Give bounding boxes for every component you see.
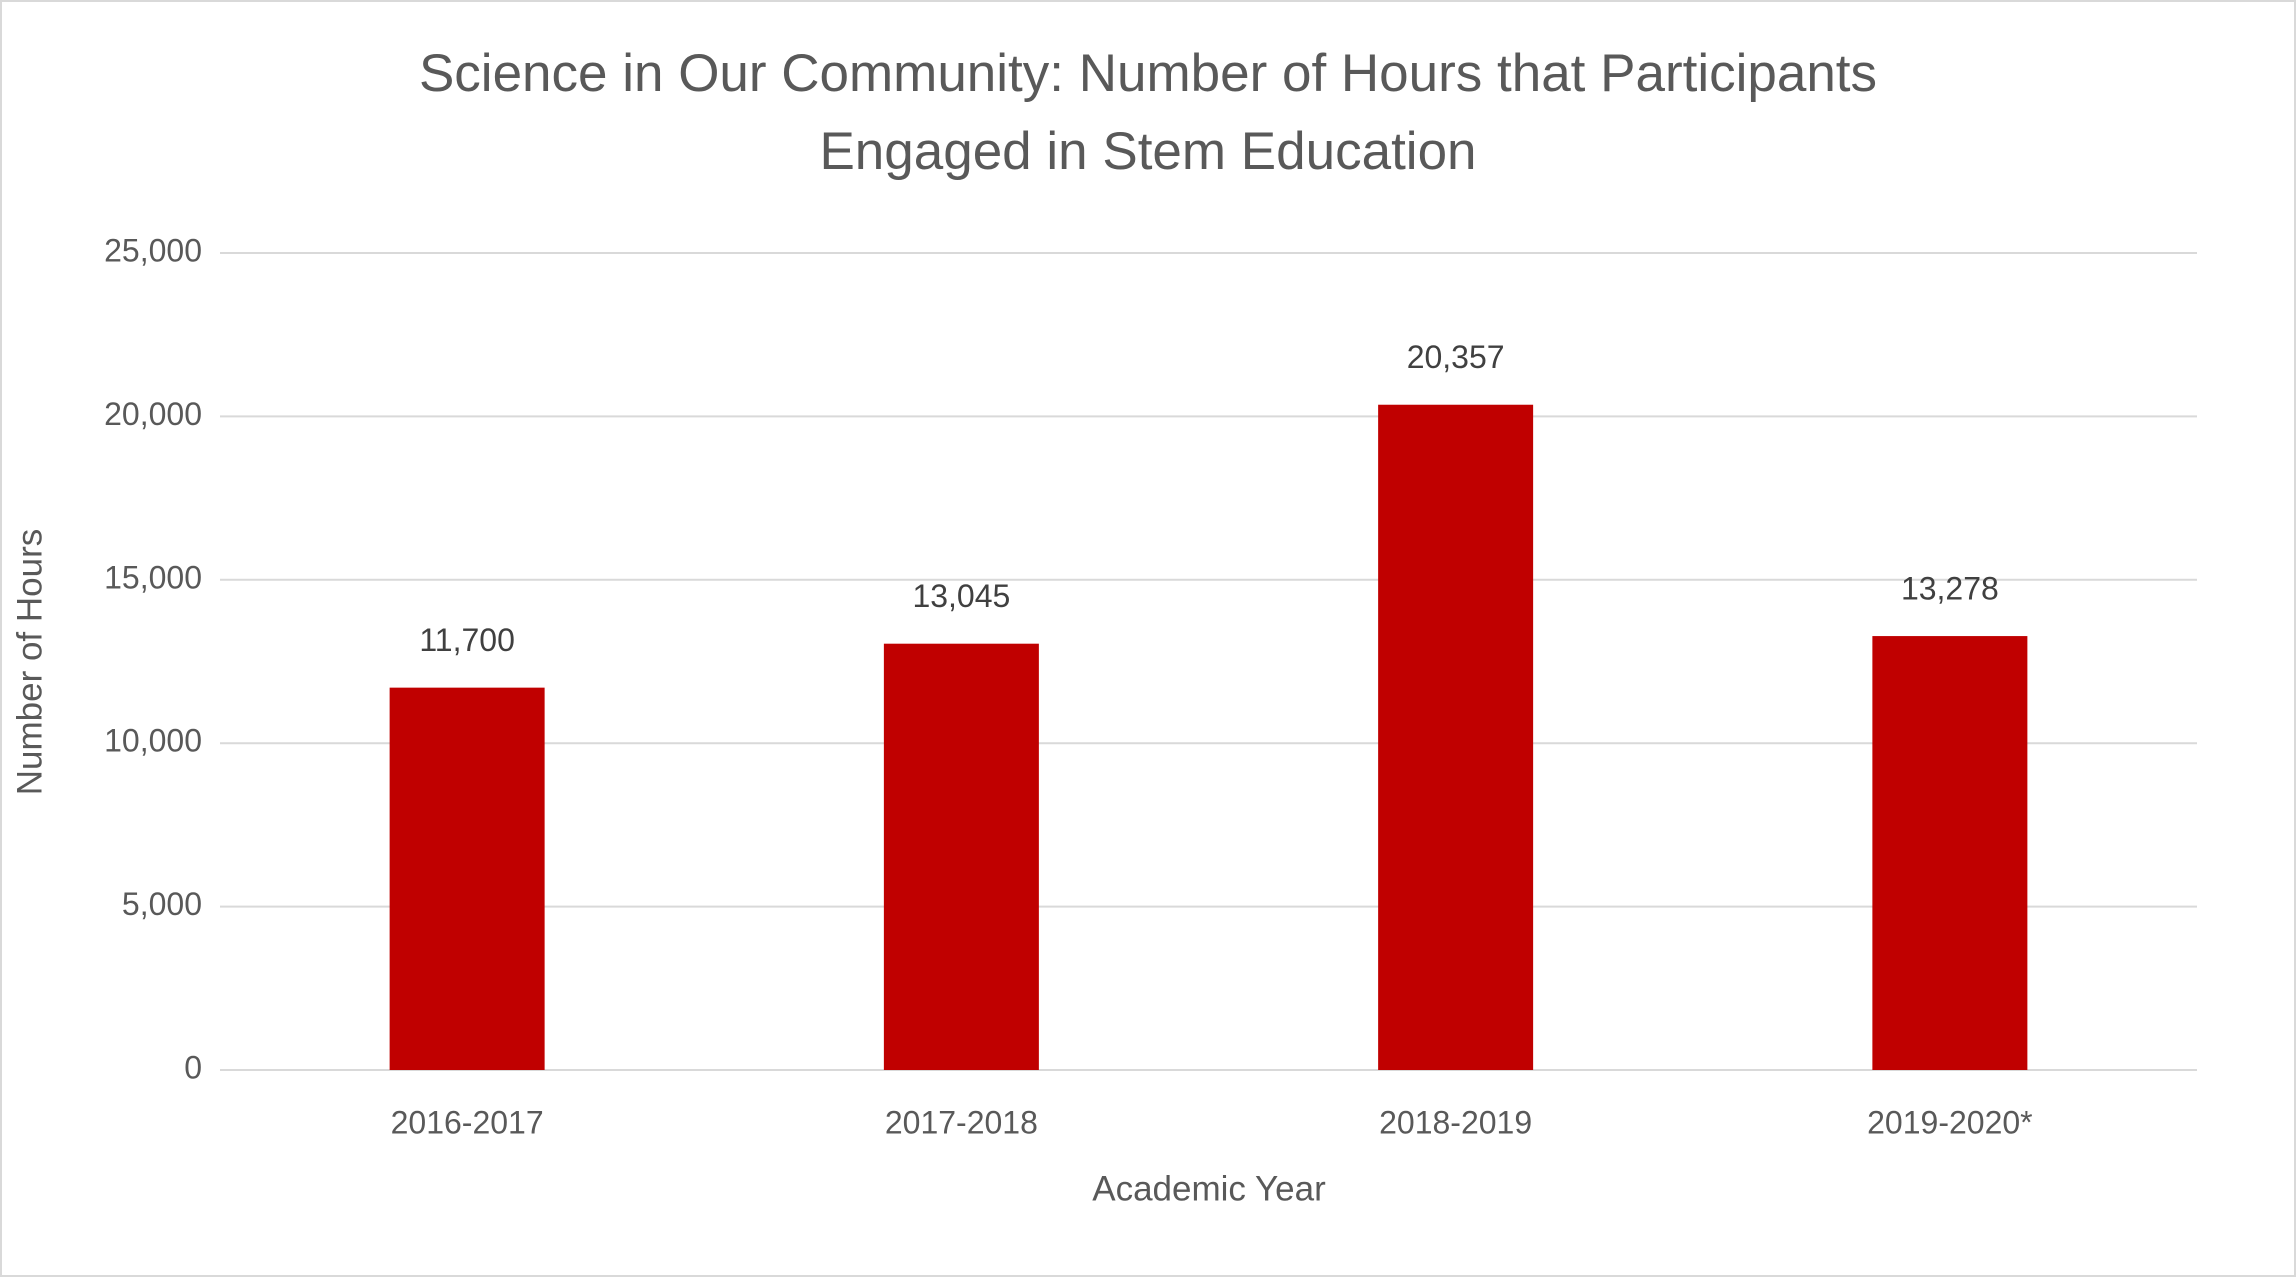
x-tick-label: 2018-2019 xyxy=(1379,1104,1532,1140)
bar xyxy=(883,643,1039,1070)
x-tick-label: 2019-2020* xyxy=(1867,1104,2032,1140)
bar xyxy=(389,687,545,1070)
y-tick-label: 0 xyxy=(184,1049,202,1085)
chart-title: Science in Our Community: Number of Hour… xyxy=(419,44,1877,103)
value-label: 13,045 xyxy=(912,578,1010,614)
x-axis-title: Academic Year xyxy=(1092,1169,1326,1208)
y-tick-label: 25,000 xyxy=(104,232,202,268)
bar xyxy=(1872,636,2028,1070)
y-axis-title: Number of Hours xyxy=(10,529,49,795)
y-tick-label: 10,000 xyxy=(104,723,202,759)
x-tick-label: 2016-2017 xyxy=(391,1104,544,1140)
y-tick-label: 20,000 xyxy=(104,396,202,432)
value-label: 20,357 xyxy=(1407,339,1505,375)
bar xyxy=(1378,404,1534,1070)
chart-title: Engaged in Stem Education xyxy=(819,122,1476,181)
y-tick-label: 15,000 xyxy=(104,559,202,595)
value-label: 13,278 xyxy=(1901,571,1999,607)
value-label: 11,700 xyxy=(419,622,515,658)
x-tick-label: 2017-2018 xyxy=(885,1104,1038,1140)
y-tick-label: 5,000 xyxy=(122,886,202,922)
